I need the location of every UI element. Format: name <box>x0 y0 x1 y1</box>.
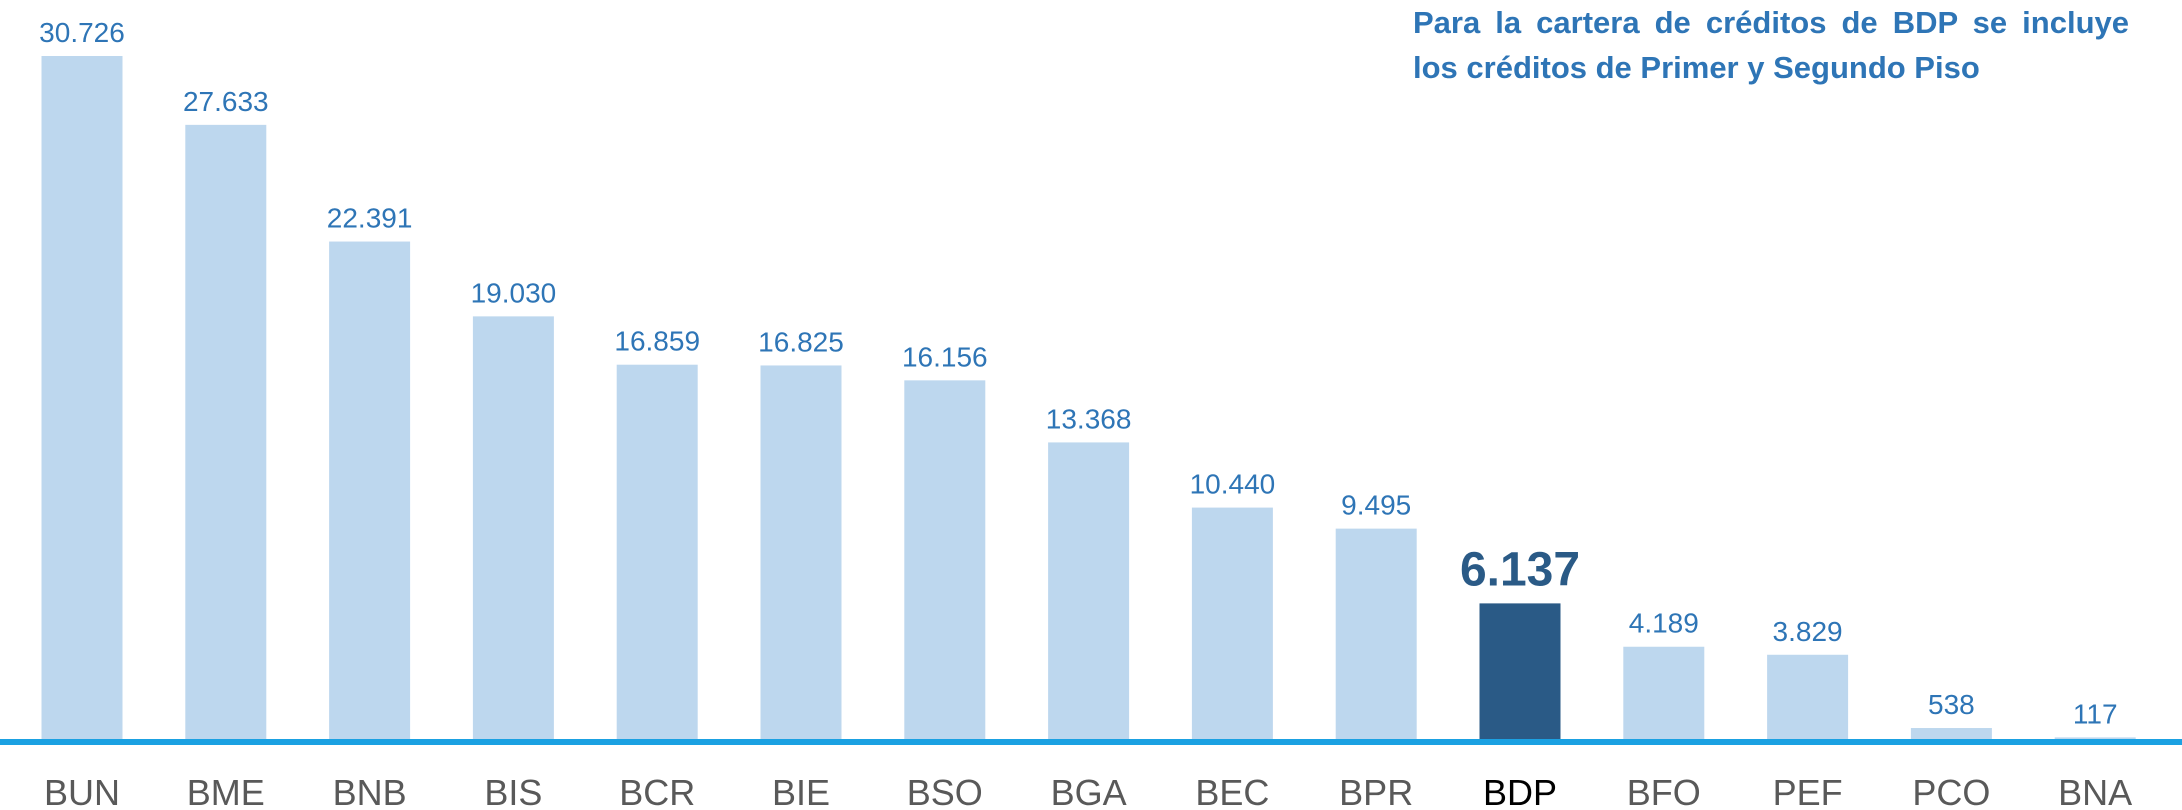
value-label: 9.495 <box>1341 490 1411 521</box>
value-label: 30.726 <box>39 17 125 48</box>
value-label: 6.137 <box>1460 543 1580 596</box>
bar <box>1479 603 1561 740</box>
x-tick-label: PEF <box>1773 772 1843 810</box>
value-label: 10.440 <box>1190 469 1276 500</box>
bar <box>616 364 698 740</box>
x-tick-label: BME <box>187 772 265 810</box>
bar <box>41 56 123 740</box>
value-label: 3.829 <box>1773 616 1843 647</box>
value-label: 16.156 <box>902 341 988 372</box>
x-tick-label: BUN <box>44 772 120 810</box>
bar <box>1191 507 1273 740</box>
x-tick-label: BIS <box>484 772 542 810</box>
value-label: 4.189 <box>1629 608 1699 639</box>
x-tick-label: BCR <box>619 772 695 810</box>
value-label: 117 <box>2073 698 2118 729</box>
bar <box>1335 528 1417 740</box>
x-tick-label: BDP <box>1483 772 1557 810</box>
bar <box>185 124 267 741</box>
value-label: 13.368 <box>1046 403 1132 434</box>
value-label: 16.859 <box>614 326 700 357</box>
x-tick-label: BEC <box>1195 772 1269 810</box>
bar <box>904 380 986 740</box>
bar <box>329 241 411 741</box>
bar <box>1767 654 1849 740</box>
note: Para la cartera de créditos de BDP se in… <box>1413 5 2129 85</box>
bar <box>1623 646 1705 740</box>
x-tick-label: PCO <box>1912 772 1990 810</box>
bar <box>1910 728 1992 740</box>
x-tick-label: BPR <box>1339 772 1413 810</box>
x-tick-label: BGA <box>1051 772 1127 810</box>
x-tick-label: BSO <box>907 772 983 810</box>
x-tick-label: BNA <box>2058 772 2132 810</box>
value-label: 22.391 <box>327 203 413 234</box>
value-label: 27.633 <box>183 86 269 117</box>
value-label: 16.825 <box>758 326 844 357</box>
bar <box>760 365 842 740</box>
x-tick-label: BIE <box>772 772 830 810</box>
bar <box>472 316 554 740</box>
bar <box>1048 442 1130 740</box>
x-tick-label: BFO <box>1627 772 1701 810</box>
value-label: 19.030 <box>471 277 557 308</box>
bar <box>2054 737 2136 740</box>
value-label: 538 <box>1928 689 1975 720</box>
x-tick-label: BNB <box>333 772 407 810</box>
